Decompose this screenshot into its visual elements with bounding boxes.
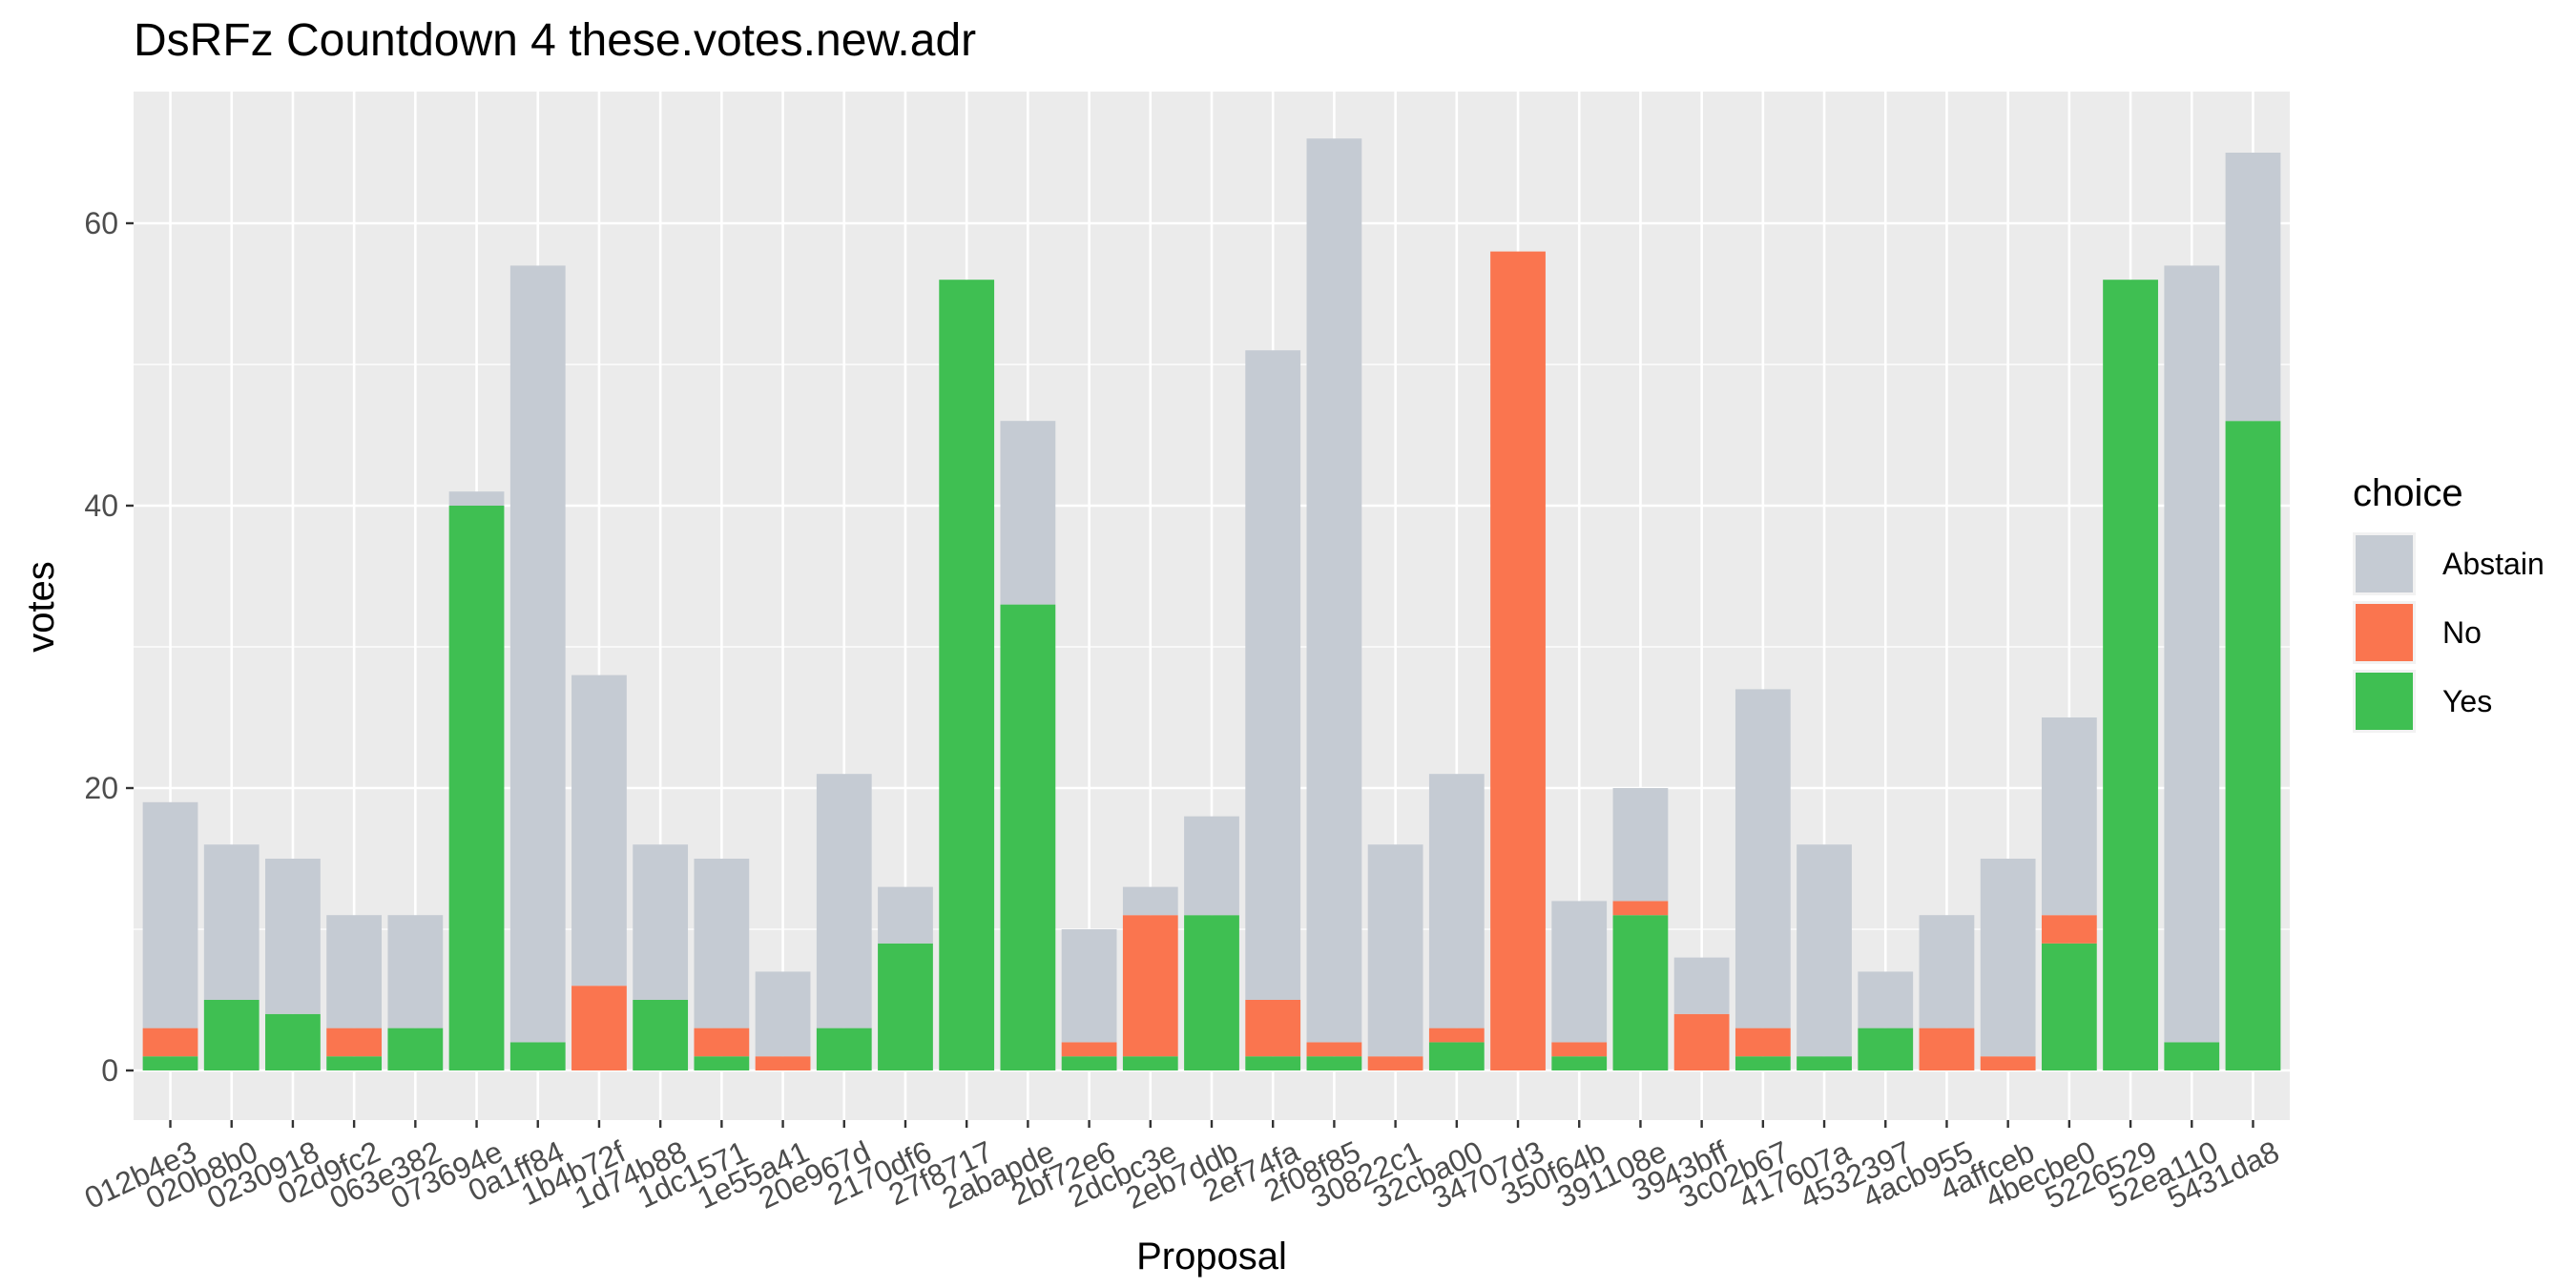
bar-segment-yes [1858, 1028, 1914, 1070]
chart-title: DsRFz Countdown 4 these.votes.new.adr [134, 15, 976, 66]
y-axis-title: votes [20, 561, 62, 653]
bar-segment-abstain [2041, 717, 2097, 916]
legend-title: choice [2353, 472, 2463, 514]
y-axis: 0 20 40 60 [84, 206, 134, 1088]
x-axis: 012b4e3020b8b0023091802d9fc2063e38207369… [79, 1120, 2284, 1215]
bar-segment-abstain [755, 971, 811, 1057]
bar-segment-yes [878, 943, 933, 1070]
bar-segment-no [1367, 1056, 1423, 1070]
bar-segment-no [1245, 1000, 1301, 1057]
bar-segment-abstain [2225, 153, 2281, 422]
legend-label-yes: Yes [2442, 684, 2492, 718]
bar-segment-yes [2164, 1042, 2220, 1070]
bar-segment-yes [1061, 1056, 1117, 1070]
bar-segment-yes [203, 1000, 260, 1070]
bar-segment-yes [326, 1056, 383, 1070]
bar-segment-yes [142, 1056, 198, 1070]
bar-segment-no [1673, 1013, 1730, 1070]
y-tick-label: 20 [84, 771, 118, 805]
y-tick-label: 60 [84, 206, 118, 240]
bar-segment-yes [2041, 943, 2097, 1070]
bar-segment-yes [633, 1000, 689, 1070]
bar-segment-abstain [1428, 774, 1485, 1028]
bar-segment-abstain [509, 265, 566, 1043]
bar-segment-abstain [265, 859, 321, 1014]
bar-segment-no [326, 1028, 383, 1057]
bar-segment-yes [2225, 421, 2281, 1070]
y-tick-label: 40 [84, 488, 118, 523]
bar-segment-no [694, 1028, 750, 1057]
bar-segment-abstain [1122, 886, 1178, 916]
bar-segment-no [755, 1056, 811, 1070]
bar-segment-yes [2103, 280, 2158, 1070]
bar-segment-yes [1122, 1056, 1178, 1070]
bar-segment-no [1612, 901, 1669, 916]
bar-segment-abstain [1000, 421, 1056, 605]
bar-segment-abstain [1184, 816, 1239, 916]
bar-segment-abstain [1367, 844, 1423, 1057]
bar-segment-abstain [571, 675, 627, 987]
bar-segment-yes [265, 1013, 321, 1070]
bar-segment-yes [939, 280, 995, 1070]
bar-segment-yes [1551, 1056, 1608, 1070]
bar-segment-no [1428, 1028, 1485, 1043]
bar-segment-no [1490, 251, 1546, 1071]
bar-segment-abstain [694, 859, 750, 1028]
bar-segment-yes [1184, 915, 1239, 1070]
bar-segment-no [142, 1028, 198, 1057]
bar-segment-yes [1306, 1056, 1362, 1070]
legend: choice Abstain No Yes [2353, 472, 2545, 733]
bar-segment-abstain [1245, 350, 1301, 1000]
bar-segment-yes [1797, 1056, 1852, 1070]
bar-segment-yes [816, 1028, 872, 1070]
bar-segment-abstain [1612, 788, 1669, 902]
bar-segment-no [1306, 1042, 1362, 1057]
bar-segment-abstain [1551, 901, 1608, 1043]
bar-segment-yes [1000, 604, 1056, 1070]
bar-segment-abstain [1673, 957, 1730, 1014]
bar-segment-no [1061, 1042, 1117, 1057]
legend-swatch-no [2356, 604, 2413, 661]
bar-segment-abstain [878, 886, 933, 944]
bar-segment-abstain [326, 915, 383, 1028]
bar-segment-abstain [1797, 844, 1852, 1057]
bar-segment-abstain [1858, 971, 1914, 1028]
x-axis-title: Proposal [1136, 1236, 1287, 1278]
y-tick-label: 0 [101, 1053, 118, 1088]
bar-segment-abstain [1061, 929, 1117, 1043]
bar-segment-abstain [142, 801, 198, 1028]
bar-segment-no [1919, 1028, 1975, 1070]
bar-segment-no [2041, 915, 2097, 944]
bar-segment-yes [1735, 1056, 1791, 1070]
bar-segment-abstain [1306, 138, 1362, 1043]
bar-segment-no [1551, 1042, 1608, 1057]
bar-segment-no [571, 986, 627, 1070]
bar-segment-abstain [1735, 689, 1791, 1028]
bar-segment-yes [387, 1028, 444, 1070]
bar-segment-abstain [1919, 915, 1975, 1028]
legend-label-no: No [2442, 615, 2482, 650]
bar-segment-yes [694, 1056, 750, 1070]
bar-segment-abstain [816, 774, 872, 1028]
bar-segment-no [1980, 1056, 2036, 1070]
bar-segment-yes [1428, 1042, 1485, 1070]
bar-segment-yes [448, 506, 505, 1070]
bar-segment-yes [1612, 915, 1669, 1070]
legend-swatch-yes [2356, 673, 2413, 730]
legend-swatch-abstain [2356, 535, 2413, 592]
bar-segment-no [1122, 915, 1178, 1057]
bars [142, 138, 2281, 1071]
bar-segment-yes [1245, 1056, 1301, 1070]
bar-segment-abstain [1980, 859, 2036, 1057]
legend-label-abstain: Abstain [2442, 547, 2545, 581]
bar-segment-yes [509, 1042, 566, 1070]
bar-segment-abstain [387, 915, 444, 1028]
bar-segment-abstain [203, 844, 260, 1000]
bar-segment-abstain [2164, 265, 2220, 1043]
bar-segment-abstain [448, 491, 505, 506]
bar-segment-no [1735, 1028, 1791, 1057]
bar-segment-abstain [633, 844, 689, 1000]
